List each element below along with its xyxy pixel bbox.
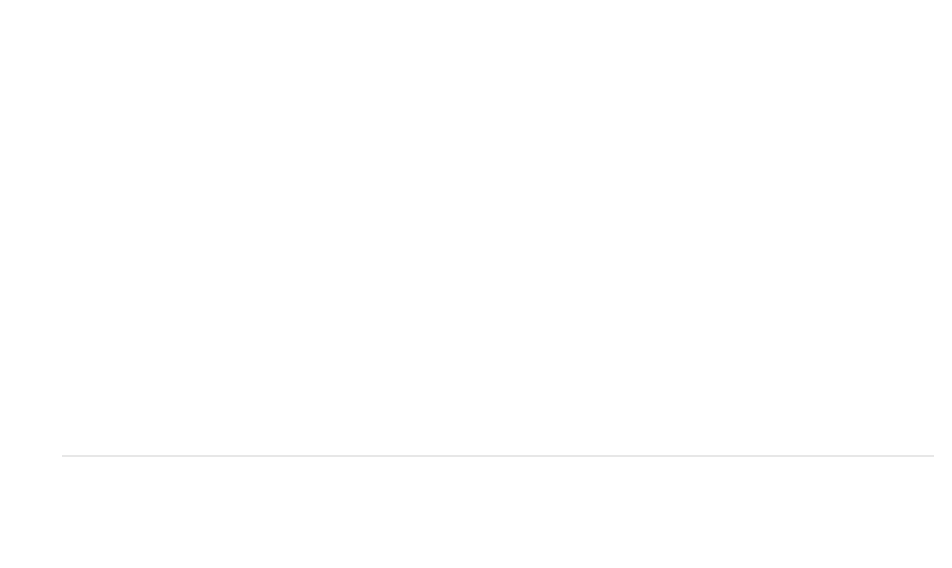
- clearance-rate-chart: [0, 0, 952, 568]
- chart-svg: [0, 0, 952, 568]
- chart-background: [0, 0, 952, 568]
